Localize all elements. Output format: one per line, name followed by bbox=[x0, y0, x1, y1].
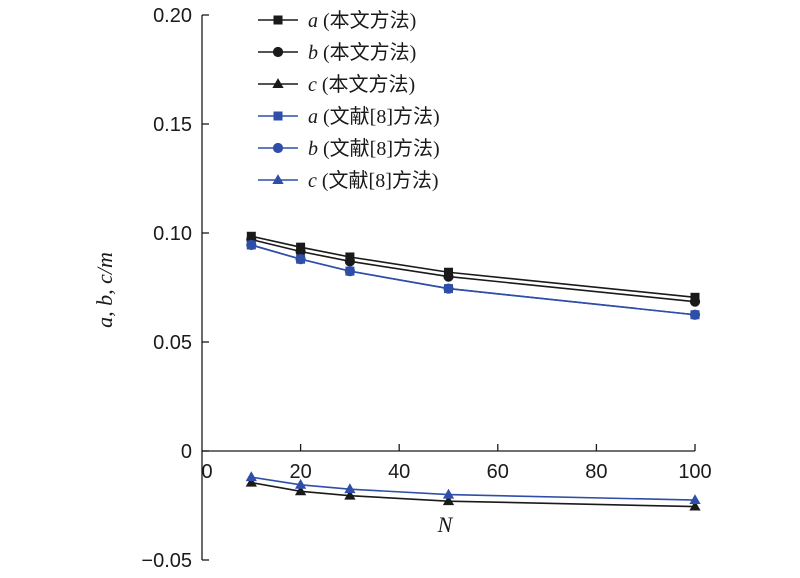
data-point bbox=[344, 489, 356, 500]
series-layer bbox=[245, 231, 701, 511]
x-axis-title: N bbox=[437, 512, 454, 537]
legend-item: b (文献[8]方法) bbox=[258, 137, 440, 160]
series-b-ref8-method bbox=[246, 239, 701, 320]
series-line bbox=[251, 476, 696, 501]
y-tick-label: 0 bbox=[181, 441, 192, 463]
data-point bbox=[245, 476, 257, 487]
y-tick-label: 0.05 bbox=[153, 332, 192, 354]
legend-marker bbox=[272, 46, 284, 58]
legend-item: a (本文方法) bbox=[258, 9, 416, 32]
legend-series-name: a bbox=[308, 10, 318, 32]
legend-series-name: b bbox=[308, 42, 318, 64]
legend-label: a (文献[8]方法) bbox=[308, 105, 440, 128]
legend-marker bbox=[273, 15, 283, 25]
legend-marker bbox=[272, 174, 284, 184]
legend-marker bbox=[273, 111, 283, 121]
legend-series-name: b bbox=[308, 138, 318, 160]
legend-marker bbox=[272, 78, 284, 88]
series-c-this-method bbox=[245, 476, 701, 511]
data-point bbox=[246, 239, 257, 251]
y-tick-label: 0.20 bbox=[153, 5, 192, 27]
x-tick-label: 80 bbox=[585, 461, 607, 483]
x-tick-label: 20 bbox=[289, 461, 311, 483]
data-point bbox=[294, 478, 307, 489]
data-point bbox=[344, 256, 355, 267]
series-c-ref8-method bbox=[245, 471, 701, 505]
series-line bbox=[251, 235, 696, 299]
legend-item: a (文献[8]方法) bbox=[258, 105, 440, 128]
legend-series-name: a bbox=[308, 106, 318, 128]
data-point bbox=[442, 495, 455, 506]
legend-series-name: c bbox=[308, 170, 317, 192]
series-b-this-method bbox=[246, 234, 701, 307]
data-point bbox=[245, 471, 257, 482]
data-point bbox=[443, 283, 454, 294]
data-point bbox=[689, 309, 701, 320]
data-point bbox=[295, 254, 306, 265]
data-point bbox=[344, 266, 355, 277]
legend-method: (本文方法) bbox=[318, 9, 416, 32]
legend-label: a (本文方法) bbox=[308, 9, 416, 32]
y-tick-label: −0.05 bbox=[141, 550, 192, 572]
legend-label: c (本文方法) bbox=[308, 73, 415, 96]
legend-method: (本文方法) bbox=[317, 73, 415, 96]
legend-method: (文献[8]方法) bbox=[318, 105, 440, 128]
data-point bbox=[689, 494, 701, 505]
y-tick-label: 0.15 bbox=[153, 114, 192, 136]
data-point bbox=[442, 488, 455, 499]
legend-series-name: c bbox=[308, 74, 317, 96]
legend-item: c (文献[8]方法) bbox=[258, 169, 439, 192]
x-tick-label: 40 bbox=[388, 461, 410, 483]
data-point bbox=[443, 271, 454, 282]
x-tick-label: 60 bbox=[487, 461, 509, 483]
legend-label: b (文献[8]方法) bbox=[308, 137, 440, 160]
x-tick-label: 0 bbox=[201, 461, 212, 483]
axes: 0.20 0.15 0.10 0.05 0 −0.05 0 20 40 60 80 100 bbox=[141, 5, 711, 572]
y-axis-title: a, b, c/m bbox=[92, 252, 117, 328]
series-line bbox=[251, 238, 696, 303]
legend-method: (文献[8]方法) bbox=[318, 137, 440, 160]
legend-item: c (本文方法) bbox=[258, 73, 415, 96]
legend-method: (文献[8]方法) bbox=[317, 169, 439, 192]
x-tick-label: 100 bbox=[678, 461, 711, 483]
data-point bbox=[689, 296, 701, 307]
data-point bbox=[295, 246, 306, 257]
legend-item: b (本文方法) bbox=[258, 41, 416, 64]
legend-label: b (本文方法) bbox=[308, 41, 416, 64]
data-point bbox=[689, 500, 701, 511]
legend-label: c (文献[8]方法) bbox=[308, 169, 439, 192]
legend-method: (本文方法) bbox=[318, 41, 416, 64]
data-point bbox=[294, 485, 307, 496]
legend-marker bbox=[272, 142, 284, 154]
data-point bbox=[344, 483, 356, 494]
legend: a (本文方法)b (本文方法)c (本文方法)a (文献[8]方法)b (文献… bbox=[258, 9, 440, 192]
y-tick-label: 0.10 bbox=[153, 223, 192, 245]
